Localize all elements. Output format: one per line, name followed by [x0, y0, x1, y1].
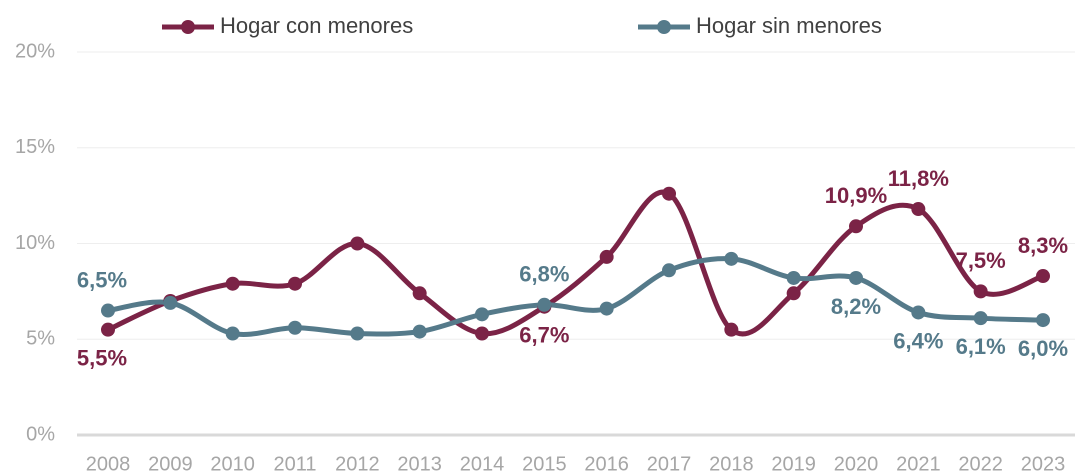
series-line: [106, 189, 1044, 337]
x-tick-label: 2016: [584, 453, 629, 475]
x-tick-label: 2017: [647, 453, 692, 475]
series-marker: [849, 270, 863, 285]
series-marker: [662, 263, 676, 278]
data-label: 5,5%: [77, 345, 127, 370]
series-marker: [288, 276, 302, 291]
series-marker: [911, 305, 926, 320]
data-label: 6,0%: [1018, 336, 1068, 361]
data-label: 6,4%: [893, 328, 943, 353]
series-marker: [225, 326, 240, 341]
series-marker: [662, 186, 676, 201]
x-tick-label: 2022: [958, 453, 1003, 475]
x-tick-label: 2012: [335, 453, 380, 475]
series-marker: [101, 303, 115, 318]
data-label: 6,1%: [956, 334, 1006, 359]
x-tick-label: 2020: [834, 453, 879, 475]
series-marker: [599, 301, 614, 316]
series-marker: [1036, 313, 1050, 328]
y-tick-label: 5%: [26, 328, 55, 350]
data-label: 6,8%: [519, 262, 569, 287]
x-tick-label: 2015: [522, 453, 567, 475]
x-tick-label: 2013: [397, 453, 442, 475]
series-marker: [101, 322, 115, 337]
series-marker: [350, 326, 365, 341]
x-tick-label: 2021: [896, 453, 941, 475]
x-tick-label: 2010: [210, 453, 255, 475]
y-tick-label: 0%: [26, 423, 55, 445]
series-marker: [786, 286, 801, 301]
series-marker: [973, 311, 988, 326]
series-line: [107, 256, 1044, 337]
series-marker: [599, 249, 614, 264]
legend-label: Hogar sin menores: [696, 13, 882, 38]
x-tick-label: 2011: [273, 453, 316, 475]
series-marker: [412, 324, 427, 339]
y-tick-label: 10%: [15, 232, 55, 254]
series-marker: [849, 219, 863, 234]
series-marker: [724, 251, 739, 266]
legend-marker: [181, 20, 195, 34]
data-label: 6,5%: [77, 267, 127, 292]
x-tick-label: 2008: [86, 453, 131, 475]
x-tick-label: 2019: [771, 453, 816, 475]
x-tick-label: 2023: [1021, 453, 1066, 475]
data-label: 10,9%: [825, 183, 887, 208]
y-tick-label: 15%: [15, 136, 55, 158]
series-marker: [225, 276, 240, 291]
series-marker: [973, 284, 988, 299]
x-tick-label: 2018: [709, 453, 754, 475]
data-label: 7,5%: [956, 248, 1006, 273]
x-tick-label: 2014: [460, 453, 505, 475]
series-marker: [475, 326, 489, 341]
series-marker: [911, 202, 926, 217]
legend-marker: [657, 20, 671, 34]
series-marker: [350, 236, 365, 251]
series-marker: [537, 297, 552, 312]
series-marker: [163, 295, 178, 310]
legend-label: Hogar con menores: [220, 13, 413, 38]
x-tick-label: 2009: [148, 453, 193, 475]
series-marker: [288, 320, 302, 335]
series-marker: [412, 286, 427, 301]
data-label: 8,2%: [831, 294, 881, 319]
series-marker: [475, 307, 489, 322]
y-tick-label: 20%: [15, 40, 55, 62]
data-label: 11,8%: [888, 166, 949, 191]
data-label: 6,7%: [519, 323, 569, 348]
series-marker: [724, 322, 739, 337]
series-marker: [786, 270, 801, 285]
series-marker: [1036, 269, 1050, 284]
data-label: 8,3%: [1018, 233, 1068, 258]
